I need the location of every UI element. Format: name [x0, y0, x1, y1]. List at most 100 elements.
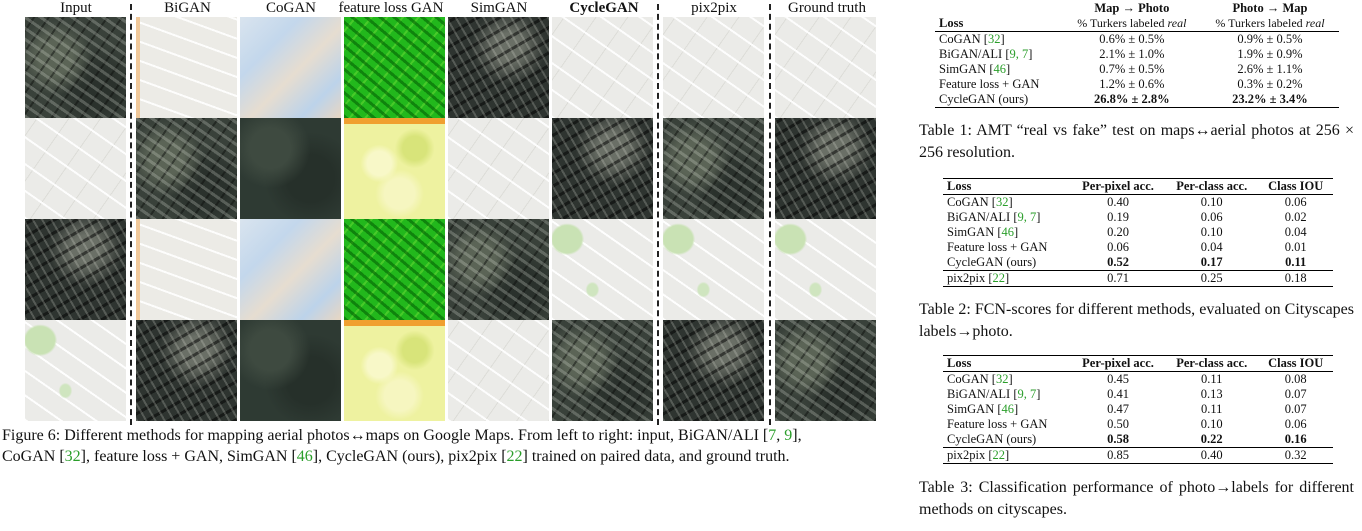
subheader-text: % Turkers labeled	[1215, 16, 1306, 30]
cell-value: 0.18	[1284, 271, 1307, 285]
citation-link[interactable]: 32	[987, 32, 1001, 46]
table2-header: Per-class acc.	[1176, 179, 1248, 193]
table2-caption: Table 2: FCN-scores for different method…	[919, 301, 1354, 340]
table3-header: Per-pixel acc.	[1082, 356, 1154, 370]
image-cogan-row2	[240, 118, 341, 219]
cell-value: 0.20	[1107, 225, 1129, 239]
table-row: Feature loss + GAN 1.2% ± 0.6% 0.3% ± 0.…	[935, 77, 1339, 92]
row-label: pix2pix [	[947, 271, 993, 285]
cell-value: 0.7% ± 0.5%	[1099, 62, 1165, 76]
cell-value: 0.3% ± 0.2%	[1237, 77, 1303, 91]
cell-value: 0.71	[1107, 271, 1129, 285]
table-3: Loss Per-pixel acc. Per-class acc. Class…	[943, 355, 1333, 464]
citation-link[interactable]: 9, 7	[1009, 47, 1029, 61]
citation-link[interactable]: 9	[784, 427, 793, 444]
row-label: SimGAN [	[947, 402, 1002, 416]
caption-text: ], CycleGAN (ours), pix2pix [	[312, 448, 507, 465]
cell-value: 0.19	[1107, 210, 1129, 224]
citation-link[interactable]: 7	[768, 427, 777, 444]
image-cyclegan-row3	[552, 219, 653, 320]
cell-value: 0.04	[1200, 240, 1223, 254]
image-simgan-row2	[448, 118, 549, 219]
table-row: CycleGAN (ours) 26.8% ± 2.8% 23.2% ± 3.4…	[935, 92, 1339, 108]
citation-link[interactable]: 46	[993, 62, 1007, 76]
subheader-em: real	[1305, 16, 1325, 30]
citation-link[interactable]: 32	[995, 372, 1009, 386]
image-pix2pix-row1	[663, 17, 764, 118]
citation-link[interactable]: 22	[992, 448, 1005, 462]
column-header-bigan: BiGAN	[164, 0, 211, 16]
image-feature-loss-row3	[344, 219, 445, 320]
image-pix2pix-row4	[663, 320, 764, 421]
citation-link[interactable]: 22	[506, 448, 523, 465]
citation-link[interactable]: 46	[1001, 225, 1015, 239]
bold-value: 26.8%	[1094, 92, 1129, 106]
citation-link[interactable]: 22	[992, 271, 1005, 285]
image-input-row4	[25, 320, 126, 421]
image-bigan-row3	[136, 219, 237, 320]
row-label-suffix: ]	[1036, 387, 1041, 401]
citation-link[interactable]: 9, 7	[1017, 387, 1037, 401]
image-ground-truth-row4	[775, 320, 876, 421]
image-cyclegan-row2	[552, 118, 653, 219]
cell-value: 0.32	[1284, 448, 1307, 462]
image-simgan-row1	[448, 17, 549, 118]
row-label: CycleGAN (ours)	[947, 432, 1037, 446]
cell-value: 0.25	[1200, 271, 1223, 285]
cell-value: 0.16	[1258, 432, 1333, 448]
image-pix2pix-row2	[663, 118, 764, 219]
column-header-ground-truth: Ground truth	[788, 0, 866, 16]
cell-value: 0.11	[1201, 402, 1223, 416]
table-row: Feature loss + GAN 0.50 0.10 0.06	[943, 417, 1333, 432]
citation-link[interactable]: 46	[1001, 402, 1015, 416]
cell-value: 0.45	[1107, 372, 1129, 386]
table-1: Map → Photo Photo → Map Loss % Turkers l…	[935, 1, 1339, 108]
table1-header-map-to-photo: Map → Photo	[1094, 1, 1170, 15]
cell-value: 2.1% ± 1.0%	[1099, 47, 1165, 61]
cell-value: 0.9% ± 0.5%	[1237, 32, 1303, 46]
row-label: BiGAN/ALI [	[947, 210, 1018, 224]
caption-text: ],	[792, 427, 802, 444]
image-cyclegan-row1	[552, 17, 653, 118]
table3-caption: Table 3: Classification performance of p…	[919, 479, 1354, 518]
cell-value: 0.50	[1107, 417, 1129, 431]
table-row: CycleGAN (ours) 0.58 0.22 0.16	[943, 432, 1333, 448]
cell-value: 0.6% ± 0.5%	[1099, 32, 1165, 46]
table1-caption: Table 1: AMT “real vs fake” test on maps…	[919, 122, 1354, 161]
column-header-cyclegan: CycleGAN	[569, 0, 639, 16]
column-divider	[130, 4, 132, 425]
column-header-cogan: CoGAN	[265, 0, 316, 16]
cell-value: 0.85	[1107, 448, 1129, 462]
row-label: Feature loss + GAN	[939, 77, 1040, 91]
image-feature-loss-row1	[344, 17, 445, 118]
cell-value: 0.02	[1284, 210, 1307, 224]
cell-value: 23.2% ± 3.4%	[1201, 92, 1339, 108]
table2-header: Class IOU	[1268, 179, 1324, 193]
image-cogan-row1	[240, 17, 341, 118]
cell-value: 0.47	[1107, 402, 1129, 416]
table3-header: Per-class acc.	[1176, 356, 1248, 370]
cell-value: 0.06	[1200, 210, 1223, 224]
citation-link[interactable]: 9, 7	[1017, 210, 1037, 224]
table-row: BiGAN/ALI [9, 7] 0.19 0.06 0.02	[943, 210, 1333, 225]
image-cyclegan-row4	[552, 320, 653, 421]
subheader-em: real	[1167, 16, 1187, 30]
row-label: Feature loss + GAN	[947, 417, 1048, 431]
cell-value: 0.58	[1071, 432, 1165, 448]
cell-value: 0.13	[1200, 387, 1223, 401]
row-label: BiGAN/ALI [	[939, 47, 1010, 61]
cell-value: 0.07	[1284, 402, 1307, 416]
table-row: BiGAN/ALI [9, 7] 2.1% ± 1.0% 1.9% ± 0.9%	[935, 47, 1339, 62]
table1-header-loss-label: Loss	[939, 16, 964, 30]
bold-value: 0.11	[1285, 255, 1307, 269]
row-label: BiGAN/ALI [	[947, 387, 1018, 401]
subheader-text: % Turkers labeled	[1077, 16, 1168, 30]
cell-value: 0.01	[1284, 240, 1307, 254]
citation-link[interactable]: 46	[296, 448, 313, 465]
image-bigan-row4	[136, 320, 237, 421]
row-label-suffix: ]	[1006, 62, 1011, 76]
row-label-suffix: ]	[1036, 210, 1041, 224]
citation-link[interactable]: 32	[64, 448, 81, 465]
citation-link[interactable]: 32	[995, 195, 1009, 209]
image-feature-loss-row2	[344, 118, 445, 219]
